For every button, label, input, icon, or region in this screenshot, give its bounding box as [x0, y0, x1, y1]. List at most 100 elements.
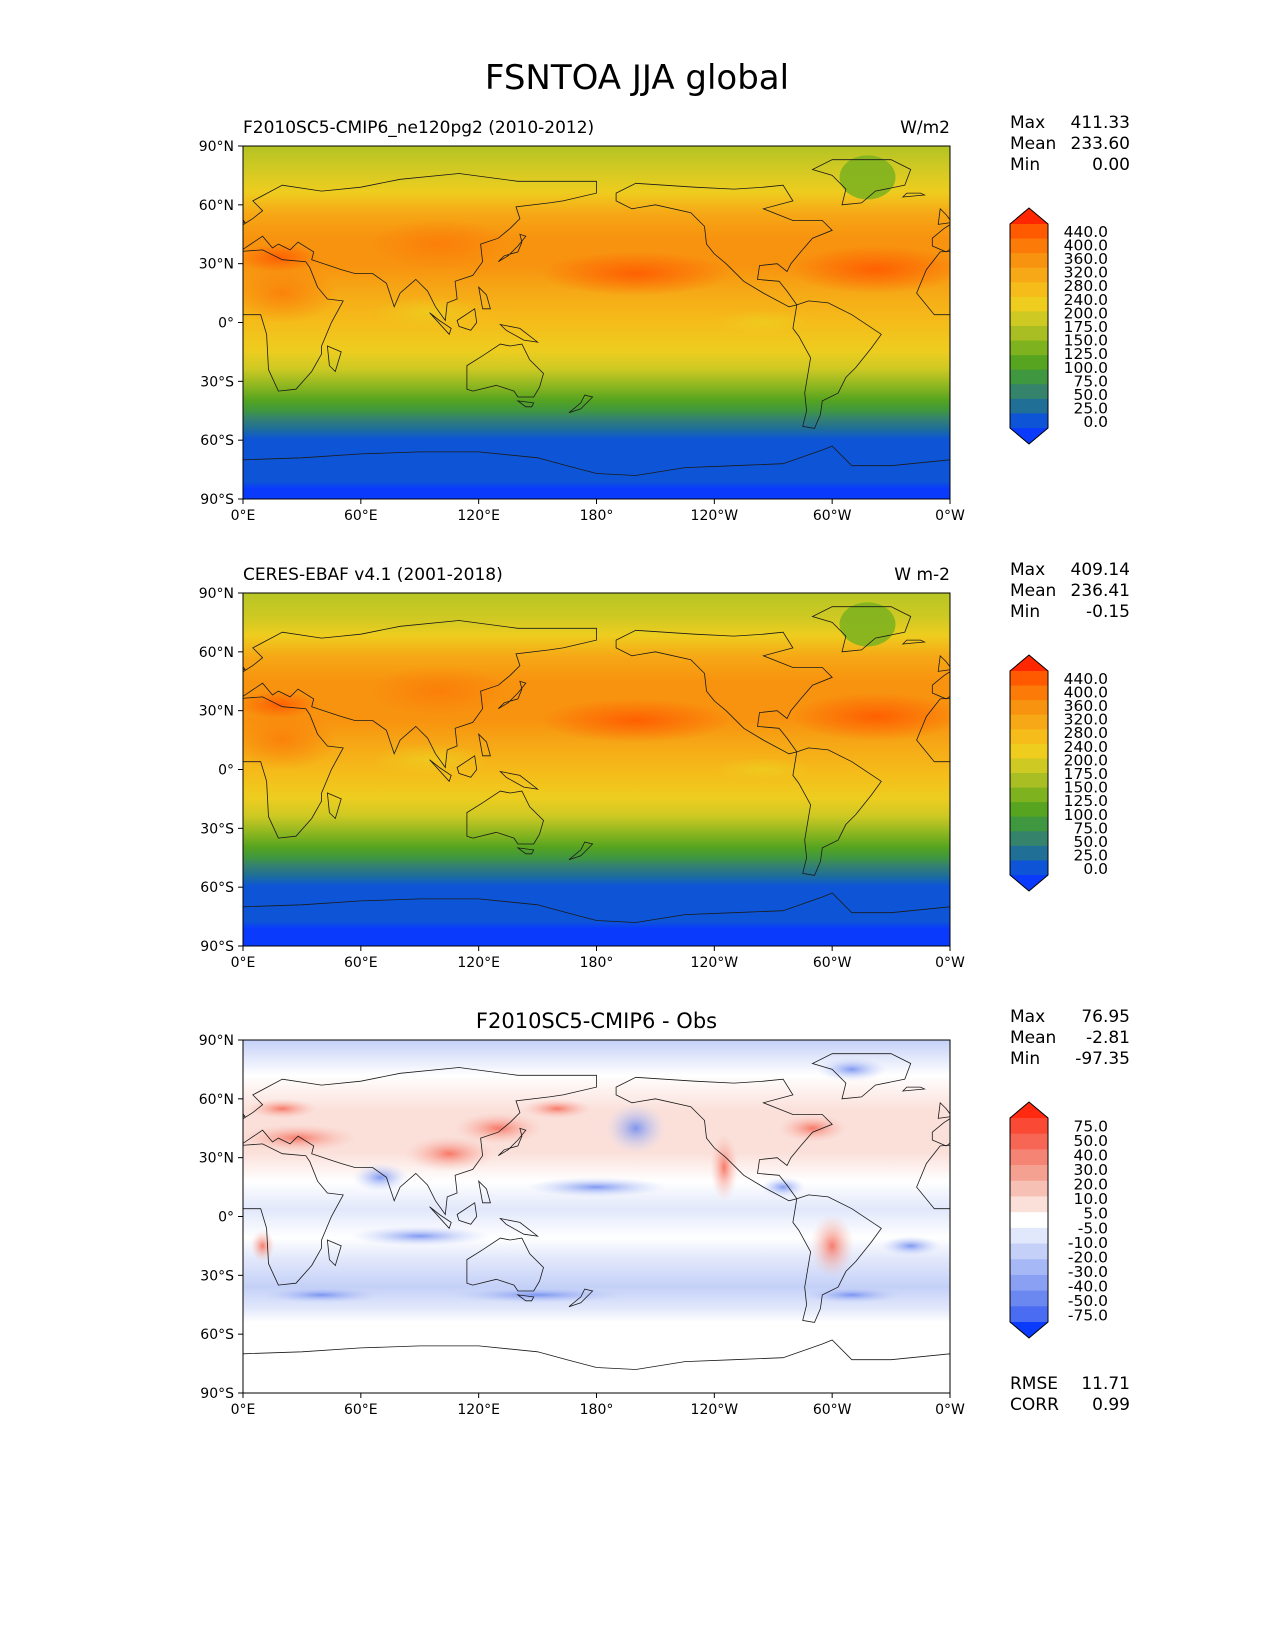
- lon-tick-label: 60°E: [344, 955, 378, 971]
- colorbar-segment: [1010, 355, 1048, 371]
- coastline: [243, 445, 950, 499]
- colorbar-segment: [1010, 845, 1048, 862]
- lat-tick-label: 60°S: [200, 880, 234, 896]
- colorbar-segment: [1010, 1259, 1048, 1276]
- colorbar-segment: [1010, 1227, 1048, 1245]
- colorbar-segment: [1010, 413, 1048, 429]
- lat-tick-label: 90°S: [200, 1386, 234, 1402]
- panel-units: W m-2: [894, 565, 950, 585]
- coastline: [243, 1067, 597, 1216]
- coastline: [792, 300, 882, 429]
- island-outline: [429, 759, 452, 783]
- colorbar-segment: [1010, 326, 1048, 342]
- island-outline: [901, 192, 926, 198]
- greenland-low: [839, 602, 896, 647]
- coastline: [466, 790, 544, 845]
- colorbar-extend-max: [1010, 1102, 1048, 1118]
- colorbar-label: 280.0: [1064, 724, 1108, 742]
- map-background: [243, 146, 950, 499]
- island-outline: [516, 1294, 535, 1302]
- panel-diff: 90°N 60°N 30°N 0° 30°S 60°S 90°S0°E 60°E 120°E 18…: [199, 1007, 1130, 1418]
- panel-title: F2010SC5-CMIP6_ne120pg2 (2010-2012): [243, 118, 594, 138]
- map-field: [243, 593, 950, 946]
- colorbar-segment: [1010, 238, 1048, 254]
- island-outline: [326, 345, 342, 373]
- colorbar-label: 20.0: [1073, 1176, 1108, 1194]
- positive-anomaly: [710, 1133, 739, 1202]
- island-outline: [568, 1288, 594, 1308]
- island-outline: [478, 1180, 491, 1204]
- colorbar-label: -40.0: [1068, 1278, 1108, 1296]
- island-outline: [937, 207, 950, 225]
- negative-anomaly: [880, 1235, 941, 1256]
- lat-tick-label: 30°N: [199, 257, 234, 273]
- colorbar-extend-max: [1010, 208, 1048, 224]
- coastline: [792, 747, 882, 876]
- colorbar-segment: [1010, 311, 1048, 327]
- colorbar-label: 5.0: [1083, 1205, 1108, 1223]
- positive-anomaly: [404, 1135, 495, 1172]
- lon-tick-label: 180°: [580, 955, 614, 971]
- colorbar-label: 25.0: [1073, 847, 1108, 865]
- colorbar-label: 240.0: [1064, 291, 1108, 309]
- stat-label: Mean: [1010, 1028, 1056, 1048]
- island-outline: [498, 1127, 527, 1157]
- lat-tick-label: 0°: [218, 1210, 234, 1226]
- colorbar-label: 50.0: [1073, 833, 1108, 851]
- colorbar-label: 75.0: [1073, 819, 1108, 837]
- lat-tick-label: 60°N: [199, 198, 234, 214]
- stat-label: Max: [1010, 560, 1045, 580]
- island-outline: [568, 394, 594, 414]
- island-outline: [901, 1086, 926, 1092]
- island-outline: [516, 847, 535, 855]
- coastline: [243, 1339, 950, 1393]
- positive-anomaly: [777, 1114, 848, 1143]
- colorbar-label: 200.0: [1064, 304, 1108, 322]
- stat-label: Min: [1010, 1049, 1040, 1069]
- colorbar-segment: [1010, 1212, 1048, 1229]
- lat-tick-label: 0°: [218, 316, 234, 332]
- lat-tick-label: 60°S: [200, 433, 234, 449]
- positive-anomaly: [243, 1124, 358, 1153]
- colorbar-segment: [1010, 384, 1048, 400]
- colorbar-label: 75.0: [1073, 1117, 1108, 1135]
- colorbar-segment: [1010, 1274, 1048, 1292]
- colorbar-segment: [1010, 296, 1048, 313]
- colorbar-label: 40.0: [1073, 1146, 1108, 1164]
- map-background: [243, 1040, 950, 1393]
- colorbar-segment: [1010, 758, 1048, 774]
- colorbar-segment: [1010, 224, 1048, 240]
- coastline: [615, 629, 833, 755]
- colorbar-label: 150.0: [1064, 332, 1108, 350]
- coastline: [466, 1237, 544, 1292]
- lat-tick-label: 60°S: [200, 1327, 234, 1343]
- stat-value: 76.95: [1081, 1007, 1130, 1027]
- coastline: [811, 159, 912, 206]
- colorbar-label: -30.0: [1068, 1263, 1108, 1281]
- lon-tick-label: 60°W: [813, 1402, 852, 1418]
- panel-model: 90°N 60°N 30°N 0° 30°S 60°S 90°S0°E 60°E 120°E 18…: [199, 113, 1130, 524]
- lon-tick-label: 120°E: [457, 1402, 500, 1418]
- negative-anomaly: [605, 1103, 666, 1154]
- negative-anomaly: [352, 1163, 409, 1192]
- panel-units: W/m2: [900, 118, 950, 138]
- negative-anomaly: [801, 1286, 902, 1303]
- positive-anomaly: [522, 1098, 593, 1119]
- colorbar-label: 360.0: [1064, 697, 1108, 715]
- colorbar-segment: [1010, 267, 1048, 283]
- colorbar-label: 50.0: [1073, 1132, 1108, 1150]
- lon-tick-label: 180°: [580, 1402, 614, 1418]
- stat-label: Min: [1010, 602, 1040, 622]
- stat-label: Max: [1010, 113, 1045, 133]
- map-field: [243, 1040, 950, 1393]
- colorbar-label: -50.0: [1068, 1292, 1108, 1310]
- colorbar-extend-min: [1010, 1322, 1048, 1338]
- colorbar-segment: [1010, 1196, 1048, 1213]
- east-pacific-cloud: [713, 757, 814, 782]
- coastlines: [243, 159, 950, 499]
- colorbar-segment: [1010, 282, 1048, 298]
- island-outline: [326, 792, 342, 820]
- lat-tick-label: 60°N: [199, 645, 234, 661]
- colorbar-segment: [1010, 398, 1048, 415]
- coastlines: [243, 1053, 950, 1393]
